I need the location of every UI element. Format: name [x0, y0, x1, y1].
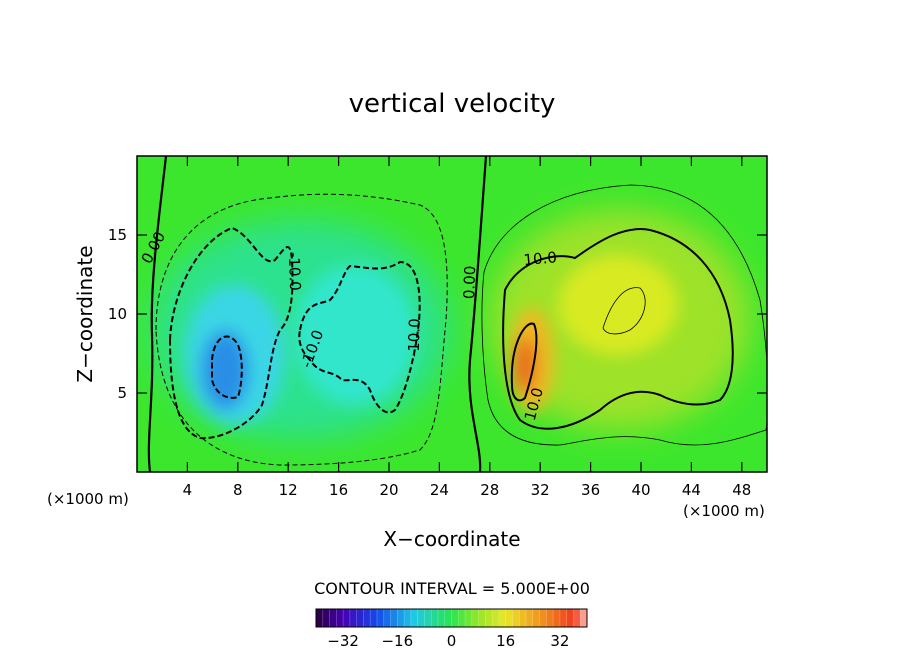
colorbar-ticks: −32 −16 0 16 32	[327, 632, 569, 650]
colorbar-cell	[417, 609, 425, 627]
contour-fill	[137, 156, 767, 472]
colorbar-tick-label: 0	[447, 632, 457, 650]
x-tick-label: 4	[183, 481, 193, 499]
colorbar-cell	[478, 609, 486, 627]
contour-label: -10.0	[405, 318, 424, 357]
colorbar-cell	[397, 609, 405, 627]
contour-interval-text: CONTOUR INTERVAL = 5.000E+00	[314, 579, 590, 598]
colorbar-cell	[505, 609, 513, 627]
colorbar-cell	[370, 609, 378, 627]
colorbar-cell	[471, 609, 480, 627]
x-tick-label: 16	[329, 481, 348, 499]
colorbar-cell	[492, 609, 500, 627]
x-tick-label: 28	[480, 481, 499, 499]
colorbar-cell	[410, 609, 419, 627]
colorbar-cell	[376, 609, 385, 627]
colorbar-tick-label: 16	[496, 632, 515, 650]
colorbar-cell	[498, 609, 507, 627]
colorbar-cell	[316, 609, 324, 627]
contour-label: 0.00	[460, 265, 479, 299]
contour-plus20	[510, 322, 538, 402]
colorbar-cell	[451, 609, 459, 627]
colorbar-cell	[349, 609, 358, 627]
x-unit-right: (×1000 m)	[683, 502, 765, 520]
colorbar-cell	[336, 609, 344, 627]
colorbar-cell	[390, 609, 398, 627]
colorbar-cell	[573, 609, 581, 627]
colorbar-cell	[485, 609, 493, 627]
contour-plus5	[481, 184, 767, 446]
chart-title: vertical velocity	[349, 89, 556, 119]
colorbar-cell	[526, 609, 534, 627]
x-tick-label: 20	[379, 481, 398, 499]
x-tick-label: 36	[581, 481, 600, 499]
colorbar-tick-label: −16	[381, 632, 413, 650]
colorbar-cell	[539, 609, 547, 627]
colorbar-cell	[343, 609, 351, 627]
colorbar-cell	[363, 609, 371, 627]
zero-contour-mid	[468, 156, 488, 472]
colorbar-frame	[315, 608, 588, 628]
colorbar-cell	[512, 609, 520, 627]
contour-minus20	[211, 335, 243, 399]
colorbar-cell	[559, 609, 568, 627]
colorbar-cell	[322, 609, 331, 627]
colorbar-cell	[532, 609, 541, 627]
x-tick-label: 24	[430, 481, 449, 499]
contour-label: -10.0	[285, 252, 304, 291]
x-tick-label: 44	[682, 481, 701, 499]
zero-contour-left	[147, 156, 168, 472]
contour-minus10-mid	[298, 260, 421, 414]
colorbar-tick-label: 32	[550, 632, 569, 650]
contour-label: 10.0	[523, 248, 558, 269]
colorbar-cell	[546, 609, 554, 627]
colorbar-cell	[356, 609, 364, 627]
colorbar-cell	[431, 609, 439, 627]
x-tick-label: 48	[732, 481, 751, 499]
x-tick-label: 32	[531, 481, 550, 499]
contour-plus10	[502, 228, 734, 430]
x-axis-label: X−coordinate	[383, 527, 520, 551]
x-axis-ticks: 4 8 12 16 20 24 28 32 36 40 44 48	[183, 156, 751, 499]
y-tick-label: 10	[108, 305, 127, 323]
y-axis-label: Z−coordinate	[73, 245, 97, 382]
colorbar-cell	[465, 609, 473, 627]
contour-lines	[147, 156, 767, 472]
colorbar-cell	[566, 609, 574, 627]
colorbar-cell	[404, 609, 412, 627]
colorbar-cell	[580, 609, 588, 627]
colorbar-cell	[424, 609, 432, 627]
colorbar-cell	[458, 609, 466, 627]
contour-minus5	[155, 193, 448, 466]
colorbar-tick-label: −32	[327, 632, 359, 650]
colorbar-cell	[519, 609, 527, 627]
colorbar-cell	[553, 609, 561, 627]
colorbar-cell	[437, 609, 446, 627]
x-tick-label: 12	[279, 481, 298, 499]
colorbar-cell	[329, 609, 337, 627]
y-tick-label: 15	[108, 226, 127, 244]
y-axis-ticks: 5 10 15	[108, 226, 767, 402]
contour-minus10-left	[168, 226, 294, 440]
colorbar	[315, 608, 588, 628]
contour-plus15	[602, 287, 646, 335]
colorbar-cell	[444, 609, 452, 627]
x-tick-label: 40	[631, 481, 650, 499]
y-tick-label: 5	[117, 384, 127, 402]
x-tick-label: 8	[233, 481, 243, 499]
x-unit-left: (×1000 m)	[47, 490, 129, 508]
colorbar-cell	[383, 609, 392, 627]
